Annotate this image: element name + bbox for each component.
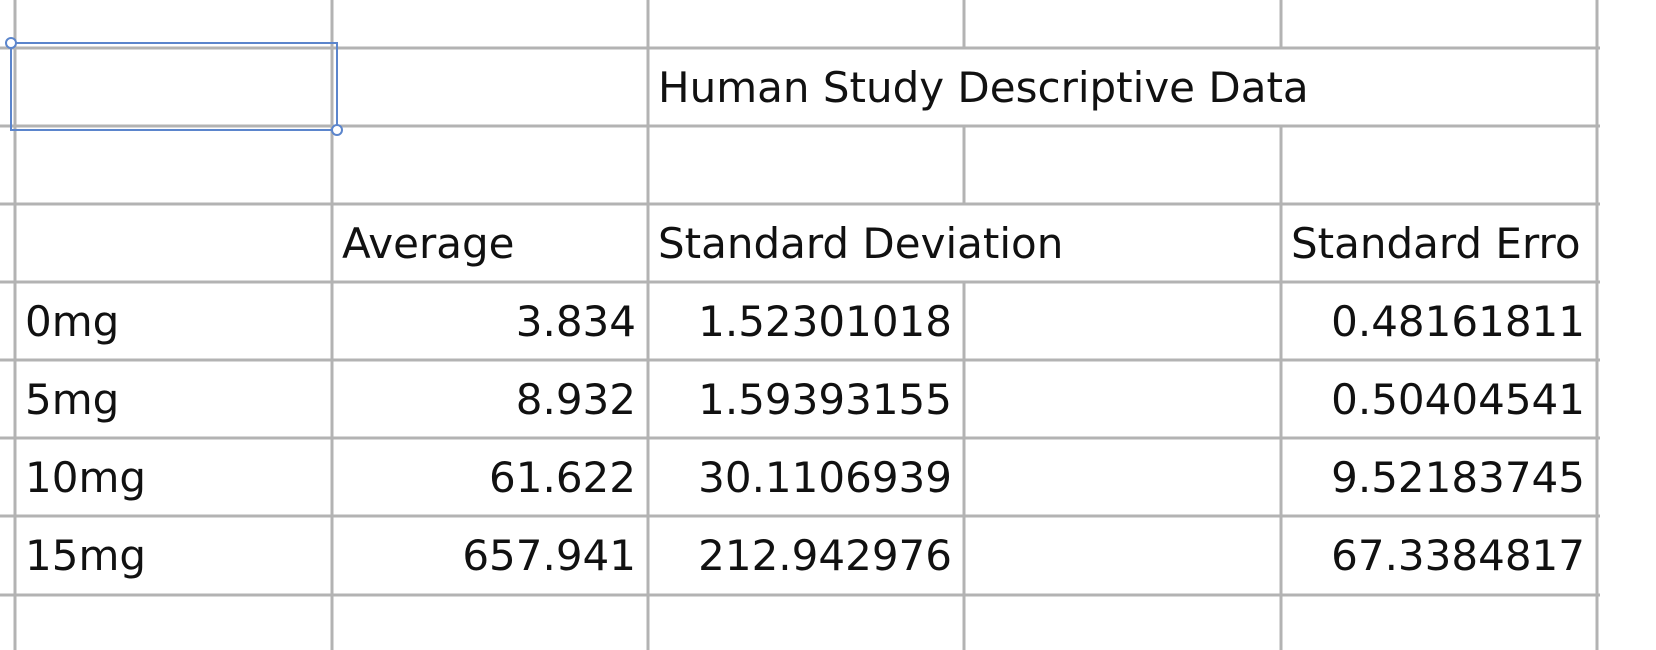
row-label: 15mg xyxy=(25,531,147,580)
table-title: Human Study Descriptive Data xyxy=(658,63,1309,112)
selection-handle[interactable] xyxy=(5,37,17,49)
cell-value: 1.59393155 xyxy=(698,375,952,424)
column-header: Standard Erro xyxy=(1291,219,1581,268)
column-header: Average xyxy=(342,219,515,268)
column-header: Standard Deviation xyxy=(658,219,1064,268)
cell-value: 61.622 xyxy=(489,453,636,502)
cell-value: 0.48161811 xyxy=(1331,297,1585,346)
cell-value: 67.3384817 xyxy=(1331,531,1585,580)
cell-value: 657.941 xyxy=(462,531,636,580)
cell-value: 3.834 xyxy=(515,297,636,346)
cell-value: 9.52183745 xyxy=(1331,453,1585,502)
cell-value: 8.932 xyxy=(515,375,636,424)
selection[interactable] xyxy=(10,42,338,131)
cell-value: 0.50404541 xyxy=(1331,375,1585,424)
cell-value: 212.942976 xyxy=(698,531,952,580)
selection-handle[interactable] xyxy=(331,124,343,136)
cell-value: 30.1106939 xyxy=(698,453,952,502)
row-label: 10mg xyxy=(25,453,147,502)
row-label: 0mg xyxy=(25,297,120,346)
row-label: 5mg xyxy=(25,375,120,424)
cell-value: 1.52301018 xyxy=(698,297,952,346)
